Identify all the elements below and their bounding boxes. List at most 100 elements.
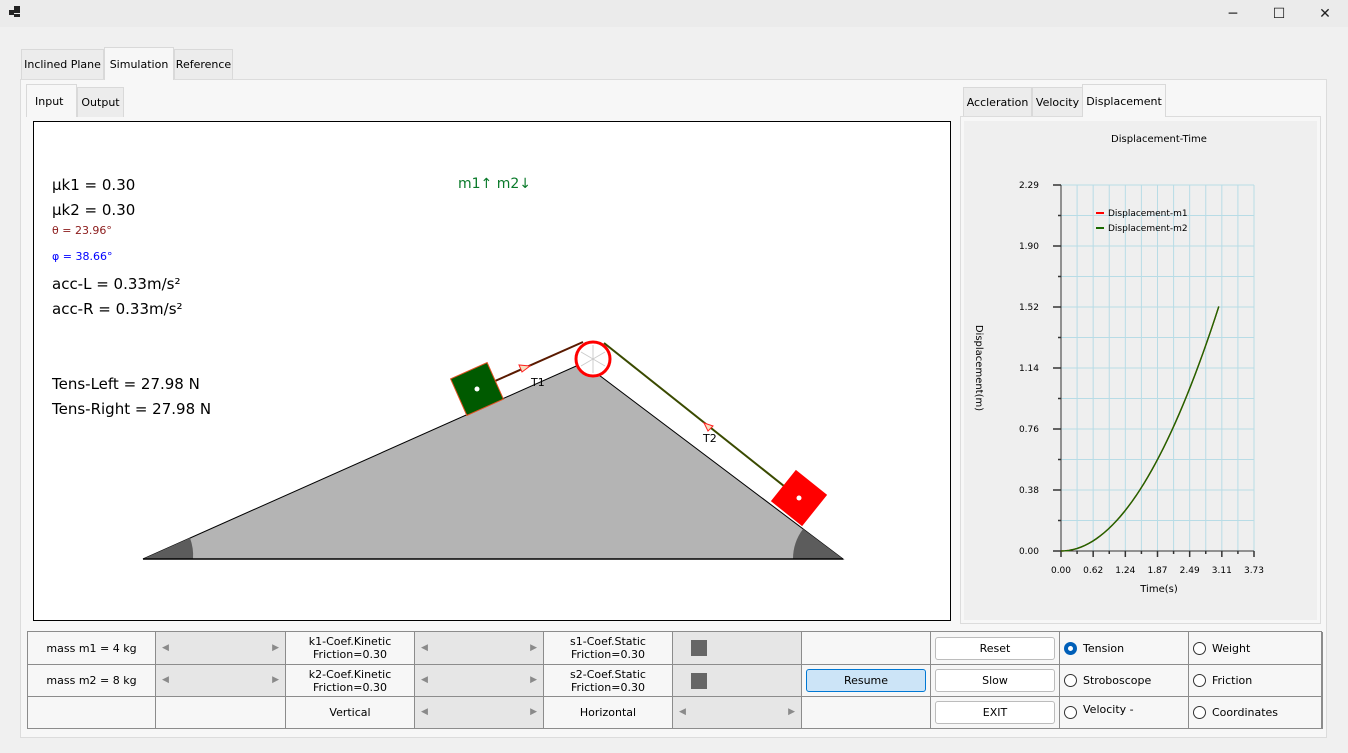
phi-angle-arc bbox=[793, 529, 843, 559]
resume-button[interactable]: Resume bbox=[806, 669, 926, 692]
s1-scrollbar[interactable] bbox=[673, 632, 802, 665]
legend-label: Displacement-m1 bbox=[1108, 209, 1188, 219]
x-tick-label: 0.62 bbox=[1083, 566, 1103, 576]
rope bbox=[603, 342, 800, 499]
displacement-chart: 0.00 0.62 1.24 1.87 2.49 3.11 3.73 0.00 0.38 0.76… bbox=[973, 134, 1264, 595]
x-axis-label: Time(s) bbox=[1139, 584, 1178, 595]
scroll-thumb[interactable] bbox=[691, 672, 707, 689]
radio-tension[interactable]: Tension bbox=[1060, 632, 1189, 665]
reset-cell: Reset bbox=[931, 632, 1060, 665]
reset-button[interactable]: Reset bbox=[935, 636, 1055, 660]
y-tick-label: 0.00 bbox=[1019, 547, 1039, 557]
incline-drawing: T1 T2 bbox=[142, 340, 845, 560]
tab-output[interactable]: Output bbox=[77, 87, 124, 117]
tension-arrow-t1 bbox=[518, 364, 532, 373]
radio-coordinates[interactable]: Coordinates bbox=[1189, 697, 1323, 729]
y-tick-label: 0.76 bbox=[1019, 425, 1039, 435]
x-tick-label: 1.87 bbox=[1147, 566, 1167, 576]
resume-cell: Resume bbox=[802, 665, 931, 697]
k2-scrollbar[interactable]: ◀ ▶ bbox=[415, 665, 544, 697]
tab-acceleration[interactable]: Accleration bbox=[963, 87, 1032, 117]
radio-label: Coordinates bbox=[1212, 706, 1279, 719]
tab-reference[interactable]: Reference bbox=[174, 49, 233, 79]
acc-left-readout: acc-L = 0.33m/s² bbox=[52, 275, 181, 293]
empty-cell bbox=[802, 697, 931, 729]
radio-checked-icon[interactable] bbox=[1064, 641, 1077, 655]
radio-unchecked-icon[interactable] bbox=[1193, 674, 1206, 687]
y-tick-label: 1.14 bbox=[1019, 364, 1039, 374]
radio-unchecked-icon[interactable] bbox=[1064, 706, 1077, 719]
theta-readout: θ = 23.96° bbox=[52, 224, 112, 237]
radio-label: Velocity - bbox=[1083, 703, 1134, 716]
k1-scrollbar[interactable]: ◀ ▶ bbox=[415, 632, 544, 665]
horizontal-label: Horizontal bbox=[544, 697, 673, 729]
radio-label: Friction bbox=[1212, 674, 1253, 687]
radio-label: Weight bbox=[1212, 641, 1251, 655]
mu-k1-readout: μk1 = 0.30 bbox=[52, 176, 136, 194]
y-axis-label: Displacement(m) bbox=[973, 325, 984, 411]
x-tick-label: 3.11 bbox=[1212, 566, 1232, 576]
tension-left-readout: Tens-Left = 27.98 N bbox=[52, 375, 200, 393]
x-tick-label: 3.73 bbox=[1244, 566, 1264, 576]
k2-label: k2-Coef.Kinetic Friction=0.30 bbox=[286, 665, 415, 697]
radio-friction[interactable]: Friction bbox=[1189, 665, 1323, 697]
y-tick-label: 1.52 bbox=[1019, 303, 1039, 313]
minimize-button[interactable]: ─ bbox=[1228, 5, 1238, 22]
slow-button[interactable]: Slow bbox=[935, 669, 1055, 692]
t2-label: T2 bbox=[702, 432, 717, 445]
tab-velocity[interactable]: Velocity bbox=[1032, 87, 1083, 117]
empty-cell bbox=[802, 632, 931, 665]
t1-label: T1 bbox=[530, 376, 545, 389]
control-grid: mass m1 = 4 kg ◀ ▶ k1-Coef.Kinetic Fricti… bbox=[27, 631, 1323, 729]
tab-displacement[interactable]: Displacement bbox=[1082, 84, 1166, 117]
x-tick-label: 0.00 bbox=[1051, 566, 1071, 576]
radio-weight[interactable]: Weight bbox=[1189, 632, 1323, 665]
s2-label: s2-Coef.Static Friction=0.30 bbox=[544, 665, 673, 697]
mass-m1-scrollbar[interactable]: ◀ ▶ bbox=[156, 632, 286, 665]
maximize-button[interactable]: ☐ bbox=[1272, 5, 1286, 22]
mass-m2-label: mass m2 = 8 kg bbox=[28, 665, 156, 697]
acc-right-readout: acc-R = 0.33m/s² bbox=[52, 300, 183, 318]
series-line-2 bbox=[1060, 306, 1220, 552]
radio-velocity[interactable]: Velocity - bbox=[1060, 697, 1189, 729]
radio-label: Stroboscope bbox=[1083, 674, 1152, 687]
exit-button[interactable]: EXIT bbox=[935, 701, 1055, 724]
chart-panel bbox=[960, 116, 1321, 624]
slow-cell: Slow bbox=[931, 665, 1060, 697]
close-button[interactable]: ✕ bbox=[1319, 5, 1331, 22]
app-icon bbox=[9, 6, 21, 17]
title-bar: ─ ☐ ✕ bbox=[0, 0, 1348, 27]
radio-unchecked-icon[interactable] bbox=[1193, 706, 1206, 719]
empty-cell bbox=[28, 697, 156, 729]
radio-unchecked-icon[interactable] bbox=[1193, 641, 1206, 655]
phi-readout: φ = 38.66° bbox=[52, 250, 113, 263]
chart-title: Displacement-Time bbox=[1111, 134, 1207, 145]
motion-direction: m1↑ m2↓ bbox=[458, 176, 532, 192]
scroll-thumb[interactable] bbox=[691, 640, 707, 656]
tension-right-readout: Tens-Right = 27.98 N bbox=[52, 400, 212, 418]
mass-m2-scrollbar[interactable]: ◀ ▶ bbox=[156, 665, 286, 697]
tab-simulation[interactable]: Simulation bbox=[104, 47, 174, 80]
y-tick-label: 0.38 bbox=[1019, 486, 1039, 496]
vertical-scrollbar[interactable]: ◀ ▶ bbox=[415, 697, 544, 729]
mass-m1-label: mass m1 = 4 kg bbox=[28, 632, 156, 665]
tab-inclined-plane[interactable]: Inclined Plane bbox=[21, 49, 104, 79]
s1-label: s1-Coef.Static Friction=0.30 bbox=[544, 632, 673, 665]
radio-stroboscope[interactable]: Stroboscope bbox=[1060, 665, 1189, 697]
legend-label: Displacement-m2 bbox=[1108, 224, 1188, 234]
radio-unchecked-icon[interactable] bbox=[1064, 674, 1077, 687]
theta-angle-arc bbox=[143, 538, 194, 559]
mu-k2-readout: μk2 = 0.30 bbox=[52, 201, 136, 219]
x-tick-label: 1.24 bbox=[1115, 566, 1135, 576]
empty-cell bbox=[156, 697, 286, 729]
x-tick-label: 2.49 bbox=[1180, 566, 1200, 576]
horizontal-scrollbar[interactable]: ◀ ▶ bbox=[673, 697, 802, 729]
s2-scrollbar[interactable] bbox=[673, 665, 802, 697]
simulation-canvas: μk1 = 0.30 μk2 = 0.30 θ = 23.96° φ = 38.… bbox=[33, 121, 951, 621]
pulley bbox=[574, 340, 612, 378]
tab-input[interactable]: Input bbox=[26, 84, 77, 117]
y-tick-label: 2.29 bbox=[1019, 181, 1039, 191]
tension-arrow-t2 bbox=[703, 422, 714, 432]
vertical-label: Vertical bbox=[286, 697, 415, 729]
y-tick-label: 1.90 bbox=[1019, 242, 1039, 252]
